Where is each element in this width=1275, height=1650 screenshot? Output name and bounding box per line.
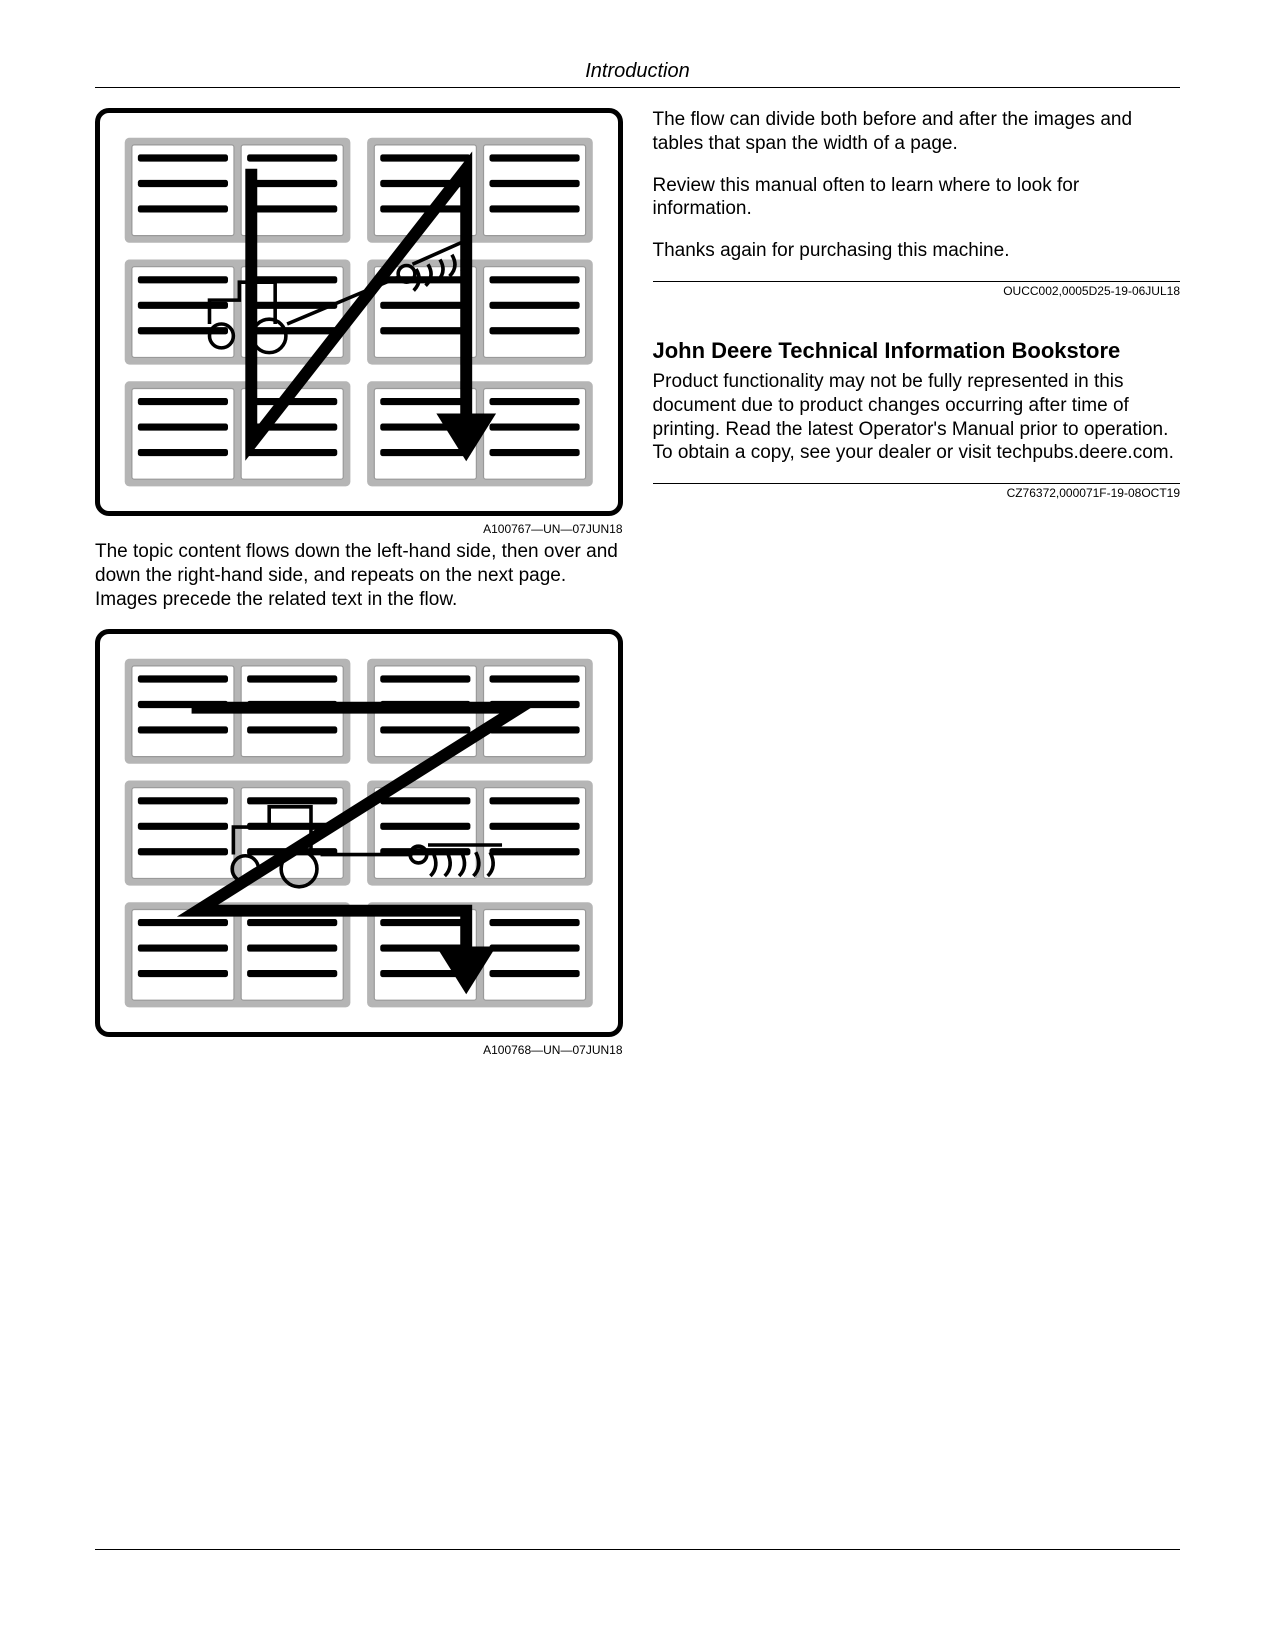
reference-code-2: CZ76372,000071F-19-08OCT19 [653, 483, 1181, 500]
figure-1-caption: A100767—UN—07JUN18 [95, 522, 623, 536]
flow-divide-paragraph: The flow can divide both before and afte… [653, 108, 1181, 156]
flow-diagram-2-svg [108, 642, 610, 1024]
right-column: The flow can divide both before and afte… [653, 108, 1181, 1061]
page-footer-rule [95, 1549, 1180, 1550]
reference-code-1: OUCC002,0005D25-19-06JUL18 [653, 281, 1181, 298]
flow-description-paragraph: The topic content flows down the left-ha… [95, 540, 623, 611]
thanks-paragraph: Thanks again for purchasing this machine… [653, 239, 1181, 263]
review-manual-paragraph: Review this manual often to learn where … [653, 174, 1181, 222]
flow-diagram-n-shape [95, 108, 623, 516]
left-column: A100767—UN—07JUN18 The topic content flo… [95, 108, 623, 1061]
bookstore-section-title: John Deere Technical Information Booksto… [653, 338, 1181, 364]
two-column-layout: A100767—UN—07JUN18 The topic content flo… [95, 108, 1180, 1061]
bookstore-paragraph: Product functionality may not be fully r… [653, 370, 1181, 465]
flow-diagram-z-shape [95, 629, 623, 1037]
page-header-title: Introduction [95, 60, 1180, 88]
figure-2-caption: A100768—UN—07JUN18 [95, 1043, 623, 1057]
flow-diagram-1-svg [108, 121, 610, 503]
